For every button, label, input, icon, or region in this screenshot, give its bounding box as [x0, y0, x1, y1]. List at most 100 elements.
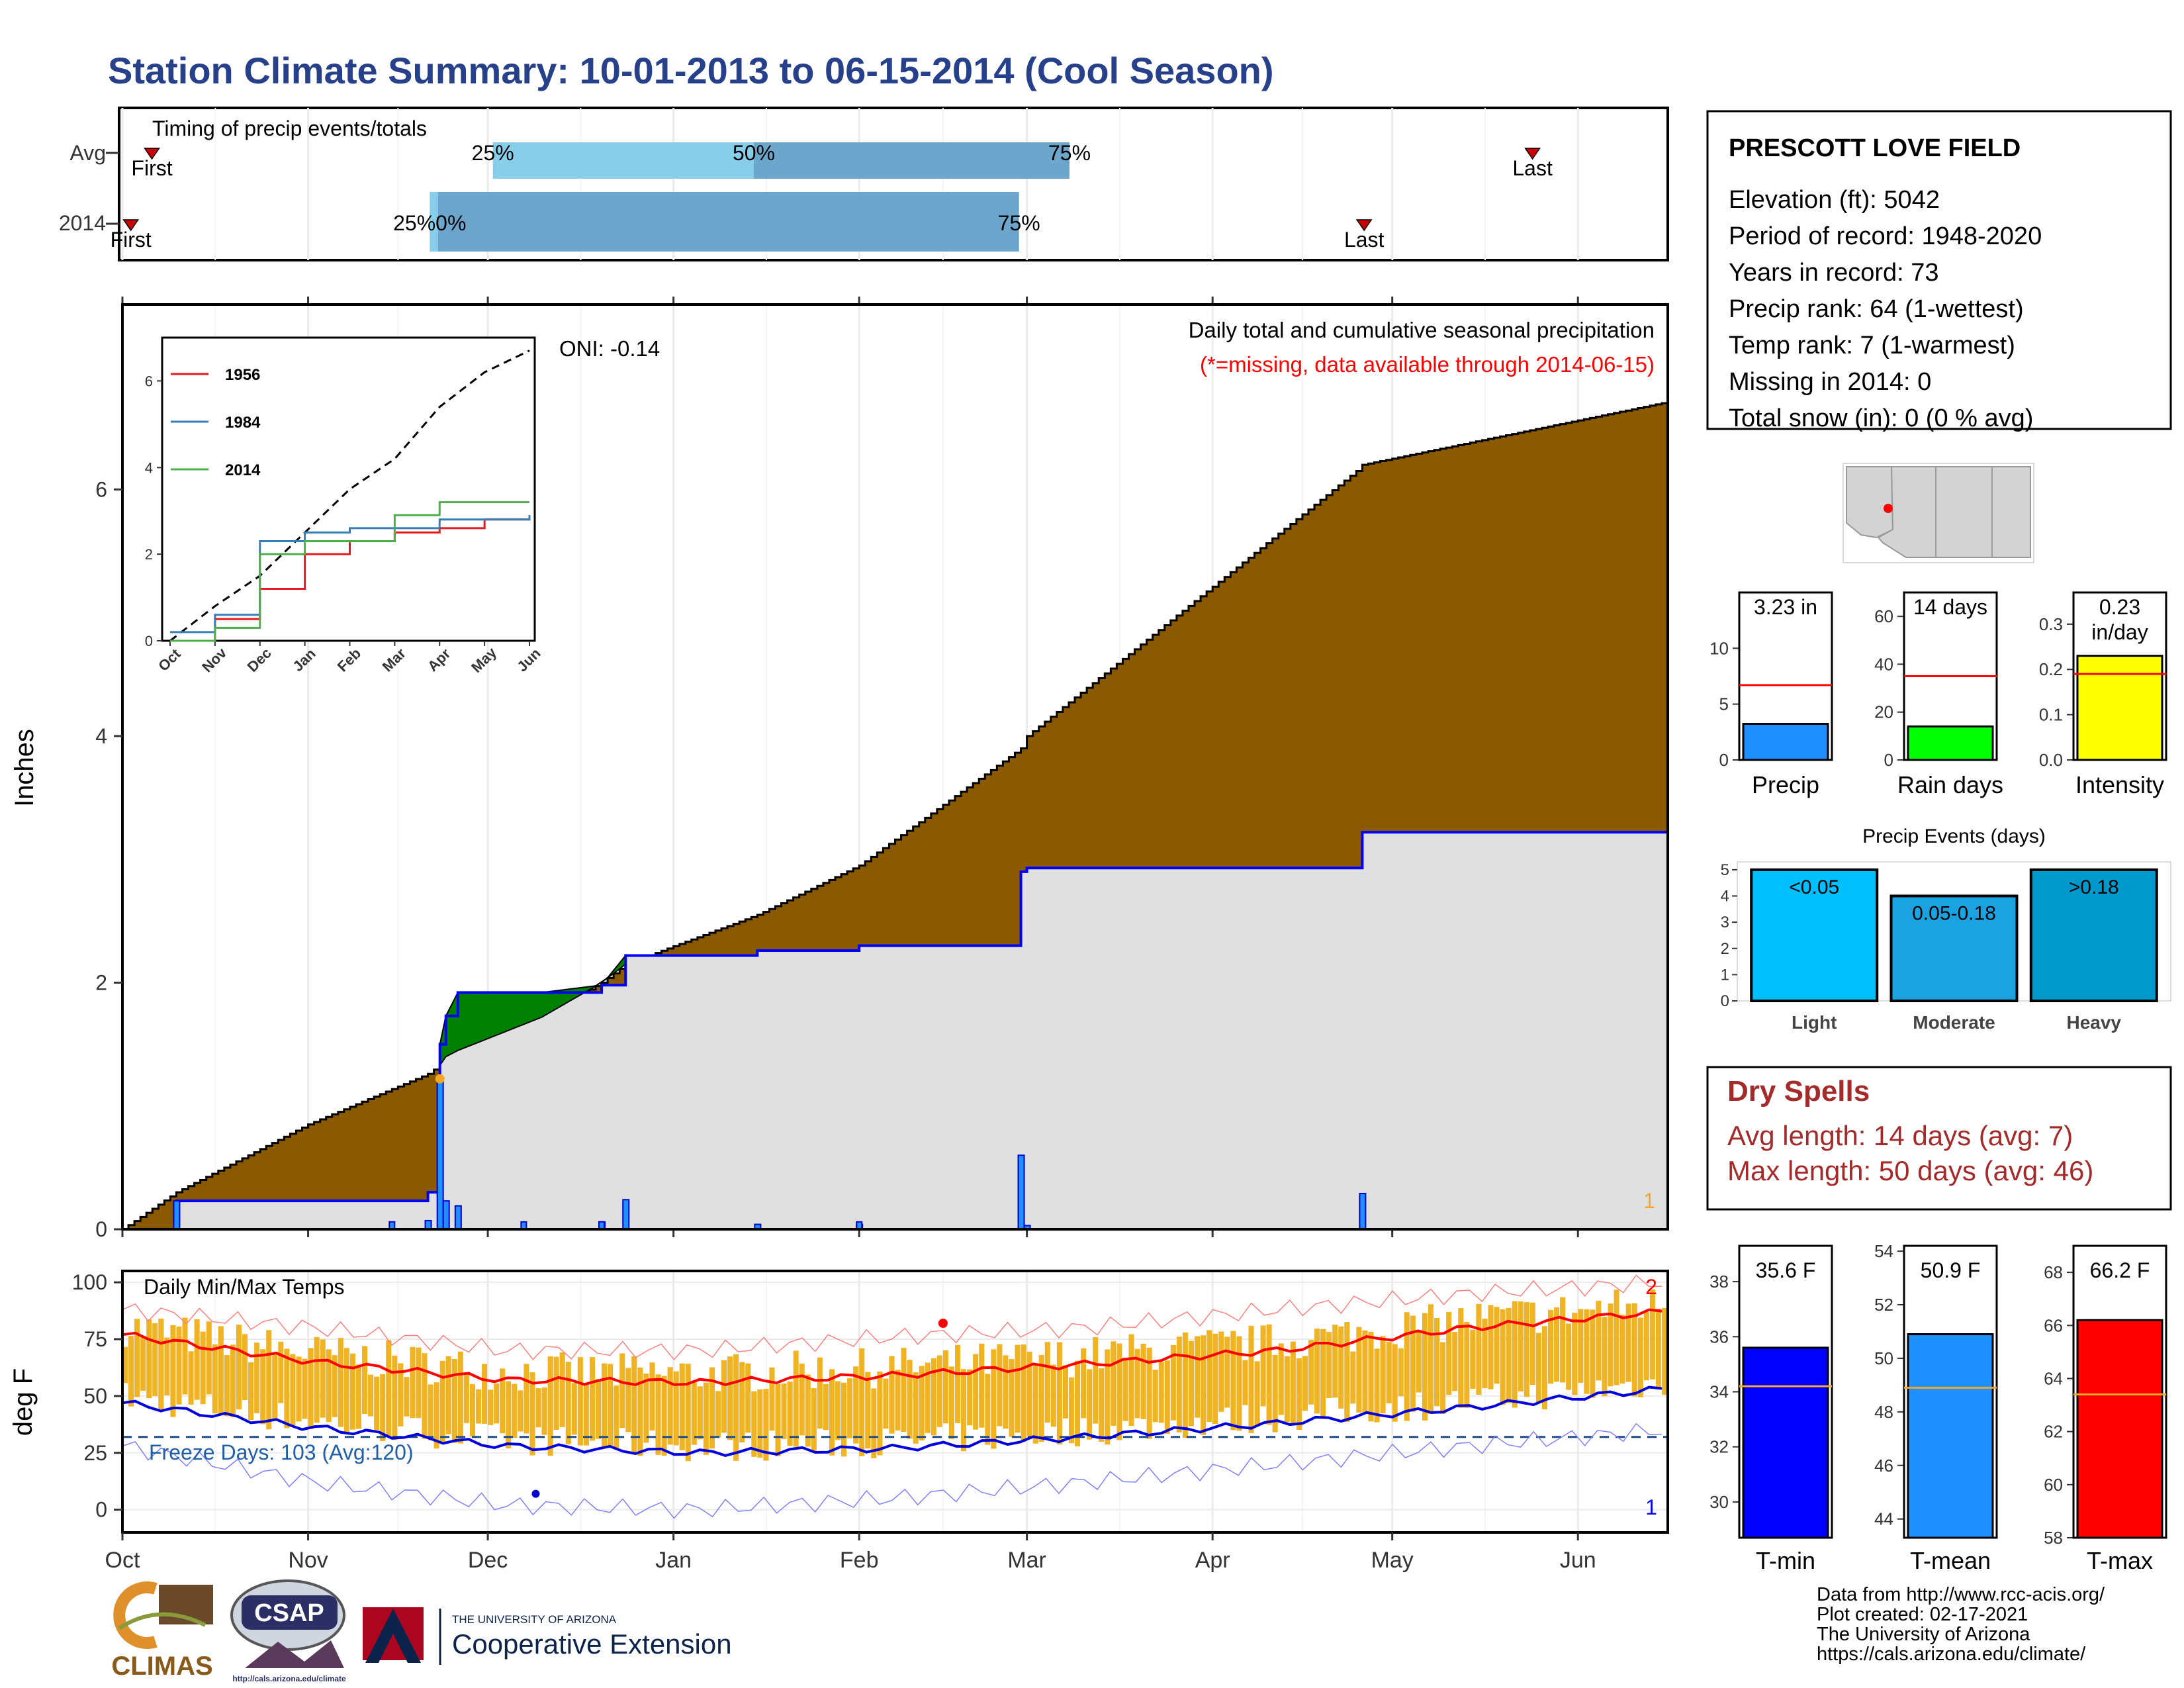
daily-temp-bar [1266, 1324, 1272, 1425]
mini-ytick-label: 50 [1874, 1348, 1893, 1368]
daily-temp-bar [170, 1325, 176, 1417]
mini-value-label: in/day [2091, 620, 2148, 644]
page-title: Station Climate Summary: 10-01-2013 to 0… [108, 50, 1274, 91]
daily-temp-bar [1643, 1312, 1649, 1381]
daily-temp-bar [1260, 1325, 1266, 1407]
events-ytick-label: 0 [1721, 992, 1729, 1010]
daily-temp-bar [1488, 1305, 1494, 1389]
daily-temp-bar [1482, 1319, 1488, 1389]
daily-temp-bar [631, 1356, 637, 1454]
month-tick-label: Dec [468, 1548, 508, 1573]
events-bar [1750, 868, 1879, 1003]
first-event-label: First [131, 156, 172, 180]
ua-small-text: THE UNIVERSITY OF ARIZONA [452, 1613, 617, 1626]
daily-temp-bar [757, 1389, 763, 1458]
daily-temp-bar [1470, 1329, 1476, 1389]
mini-value-label: 0.23 [2099, 595, 2140, 619]
daily-temp-bar [212, 1344, 218, 1414]
daily-temp-bar [931, 1358, 936, 1436]
footer-line-1: Data from http://www.rcc-acis.org/ [1817, 1584, 2105, 1605]
daily-temp-bar [1494, 1307, 1500, 1384]
last-event-marker [1355, 219, 1373, 232]
month-tick-label: Nov [288, 1548, 328, 1573]
map-region-new-mexico [1935, 466, 1993, 558]
daily-temp-bar [535, 1388, 541, 1428]
precip-ytick-label: 2 [95, 970, 107, 994]
daily-temp-bar [236, 1325, 242, 1410]
mini-ytick-label: 52 [1874, 1295, 1893, 1315]
daily-temp-bar [1392, 1344, 1398, 1422]
daily-temp-bar [1547, 1309, 1554, 1384]
timing-bar-q3 [754, 142, 1069, 179]
precip-ytick-label: 6 [95, 477, 107, 501]
daily-temp-bar [1434, 1317, 1440, 1407]
events-bar [1889, 894, 2019, 1002]
mini-value-bar [1907, 725, 1994, 761]
daily-temp-bar [326, 1349, 332, 1423]
station-lines: Elevation (ft): 5042 Period of record: 19… [1729, 186, 2042, 432]
temp-ytick-label: 25 [83, 1441, 107, 1465]
mini-category-label: T-min [1756, 1547, 1815, 1574]
station-info-line: Precip rank: 64 (1-wettest) [1729, 295, 2024, 323]
daily-temp-bar [936, 1355, 942, 1427]
inset-legend-label: 2014 [225, 461, 261, 479]
daily-temp-bar [1230, 1331, 1236, 1430]
daily-temp-bar [883, 1378, 889, 1429]
daily-temp-bar [679, 1363, 685, 1450]
daily-temp-bar [1056, 1342, 1062, 1445]
daily-temp-bar [404, 1377, 410, 1417]
daily-temp-bar [649, 1362, 655, 1431]
daily-temp-bar [320, 1339, 326, 1418]
mini-value-label: 50.9 F [1921, 1258, 1981, 1282]
daily-temp-bar [948, 1366, 955, 1439]
daily-temp-bar [242, 1334, 248, 1400]
daily-temp-bar [224, 1355, 230, 1417]
daily-temp-bar [608, 1364, 614, 1446]
daily-temp-bar [1541, 1326, 1547, 1410]
daily-temp-bar [482, 1364, 488, 1424]
daily-temp-bar [835, 1381, 841, 1440]
summary-bars: 0 5 10 3.23 in Precip 0 20 40 60 14 days Rain days… [1709, 591, 2167, 798]
daily-temp-bar [655, 1374, 661, 1455]
daily-temp-bar [500, 1368, 506, 1434]
daily-temp-bar [853, 1366, 859, 1444]
daily-temp-bar [1206, 1330, 1212, 1423]
year-cumulative-line [122, 831, 1668, 1231]
daily-temp-bar [422, 1353, 428, 1439]
daily-temp-bar [703, 1382, 709, 1455]
csap-url: http://cals.arizona.edu/climate [232, 1674, 346, 1683]
climas-text: CLIMAS [111, 1652, 212, 1681]
daily-temp-bar [463, 1373, 469, 1423]
month-tick-label: Feb [840, 1548, 879, 1573]
daily-temp-bar [985, 1374, 991, 1445]
daily-temp-bar [140, 1336, 146, 1391]
events-category-label: Heavy [2066, 1012, 2121, 1033]
footer-line-3: The University of Arizona [1817, 1624, 2030, 1645]
month-tick-label: May [1371, 1548, 1414, 1573]
daily-temp-bar [565, 1362, 571, 1444]
station-info-line: Missing in 2014: 0 [1729, 368, 1931, 396]
daily-temp-bar [961, 1369, 967, 1452]
dry-spells-max: Max length: 50 days (avg: 46) [1727, 1155, 2093, 1186]
mini-ytick-label: 20 [1874, 702, 1893, 722]
daily-temp-bar [1134, 1348, 1140, 1419]
daily-temp-bar [1368, 1331, 1374, 1422]
precip-ylabel: Inches [10, 729, 39, 807]
station-location-marker [1884, 504, 1893, 513]
precip-yaxis: 0 2 4 6 [95, 477, 122, 1241]
precip-note: Daily total and cumulative seasonal prec… [1189, 318, 1655, 342]
daily-temp-bar [218, 1326, 224, 1415]
mini-ytick-label: 0.0 [2039, 750, 2063, 770]
events-ytick-label: 4 [1721, 888, 1729, 906]
daily-temp-bar [1003, 1355, 1009, 1429]
daily-temp-bar [805, 1374, 811, 1447]
daily-temp-bar [1404, 1312, 1410, 1421]
station-info-line: Period of record: 1948-2020 [1729, 222, 2042, 250]
mini-ytick-label: 38 [1709, 1272, 1729, 1291]
daily-temp-bar [889, 1356, 895, 1434]
dry-spells-frame [1706, 1066, 2172, 1211]
daily-temp-bar [1152, 1370, 1158, 1423]
mini-value-label: 66.2 F [2090, 1258, 2150, 1282]
daily-temp-bar [775, 1383, 781, 1457]
